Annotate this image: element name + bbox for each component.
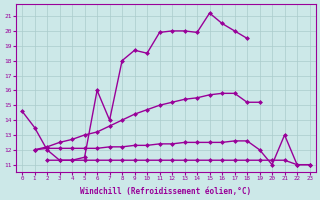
X-axis label: Windchill (Refroidissement éolien,°C): Windchill (Refroidissement éolien,°C) — [80, 187, 252, 196]
